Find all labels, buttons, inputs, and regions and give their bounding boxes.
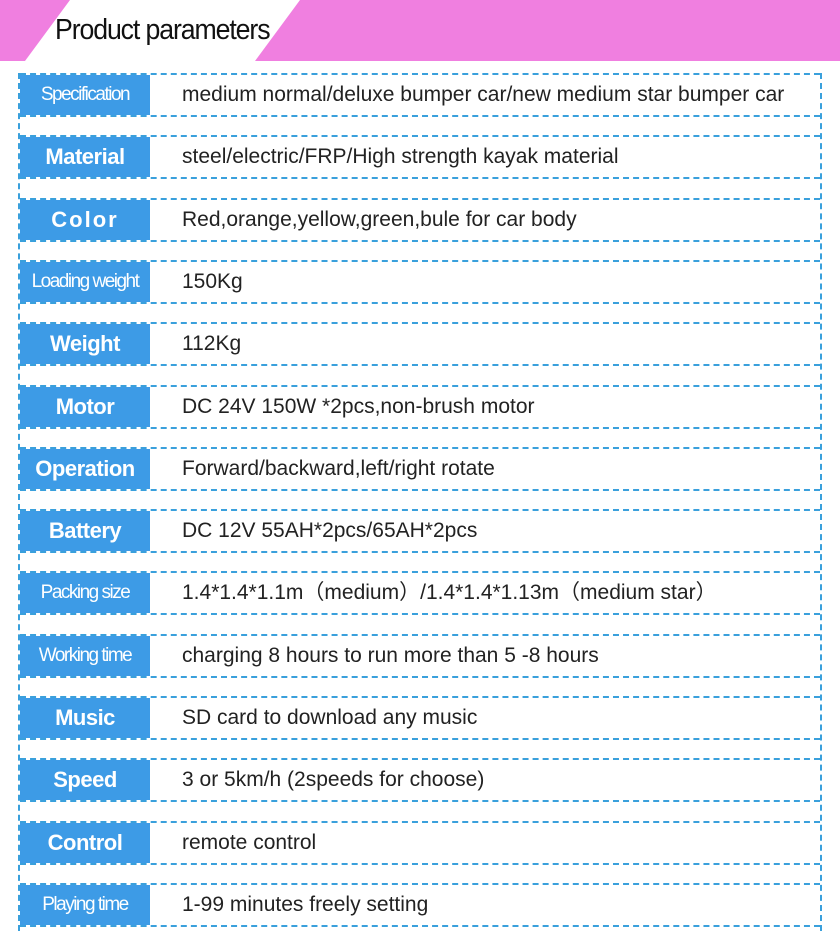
table-row: Specification medium normal/deluxe bumper…	[20, 73, 820, 117]
table-row: Control remote control	[20, 820, 820, 865]
table-row: Packing size 1.4*1.4*1.1m（medium）/1.4*1.4…	[20, 571, 820, 616]
row-value: 112Kg	[182, 332, 242, 356]
row-value: Red,orange,yellow,green,bule for car bod…	[182, 207, 577, 231]
row-value: remote control	[182, 830, 317, 854]
row-value: 150Kg	[182, 269, 243, 293]
row-label: Weight	[20, 324, 150, 365]
row-label: Material	[20, 137, 150, 178]
row-value: steel/electric/FRP/High strength kayak m…	[182, 145, 619, 169]
row-label: Speed	[20, 760, 150, 801]
parameters-table: Specification medium normal/deluxe bumper…	[18, 73, 822, 931]
row-label: Working time	[20, 635, 150, 676]
row-label: Playing time	[20, 884, 150, 925]
row-label: Specification	[20, 75, 150, 115]
row-value: 3 or 5km/h (2speeds for choose)	[182, 768, 485, 792]
table-row: Color Red,orange,yellow,green,bule for ca…	[20, 197, 820, 242]
table-row: Operation Forward/backward,left/right rot…	[20, 446, 820, 491]
page-title: Product parameters	[55, 14, 271, 46]
row-label: Color	[20, 199, 150, 240]
row-value: charging 8 hours to run more than 5 -8 h…	[182, 643, 599, 667]
row-value: DC 24V 150W *2pcs,non-brush motor	[182, 394, 535, 418]
table-row: Material steel/electric/FRP/High strength…	[20, 135, 820, 180]
table-row: Speed 3 or 5km/h (2speeds for choose)	[20, 758, 820, 803]
table-row: Motor DC 24V 150W *2pcs,non-brush motor	[20, 384, 820, 429]
row-label: Packing size	[20, 573, 150, 614]
row-label: Battery	[20, 511, 150, 552]
row-value: 1.4*1.4*1.1m（medium）/1.4*1.4*1.13m（mediu…	[182, 581, 717, 605]
row-label: Operation	[20, 448, 150, 489]
table-row: Working time charging 8 hours to run more…	[20, 633, 820, 678]
row-label: Motor	[20, 386, 150, 427]
header-banner: Product parameters	[0, 0, 840, 61]
row-value: SD card to download any music	[182, 706, 478, 729]
table-row: Weight 112Kg	[20, 322, 820, 367]
row-value: 1-99 minutes freely setting	[182, 892, 429, 916]
row-label: Control	[20, 822, 150, 863]
table-row: Playing time 1-99 minutes freely setting	[20, 882, 820, 927]
table-row: Music SD card to download any music	[20, 696, 820, 740]
header-title-background	[25, 0, 300, 61]
row-value: Forward/backward,left/right rotate	[182, 456, 495, 480]
table-row: Battery DC 12V 55AH*2pcs/65AH*2pcs	[20, 509, 820, 554]
row-value: DC 12V 55AH*2pcs/65AH*2pcs	[182, 519, 478, 543]
row-label: Loading weight	[20, 261, 150, 302]
row-label: Music	[20, 698, 150, 738]
table-row: Loading weight 150Kg	[20, 259, 820, 304]
row-value: medium normal/deluxe bumper car/new medi…	[182, 83, 785, 106]
